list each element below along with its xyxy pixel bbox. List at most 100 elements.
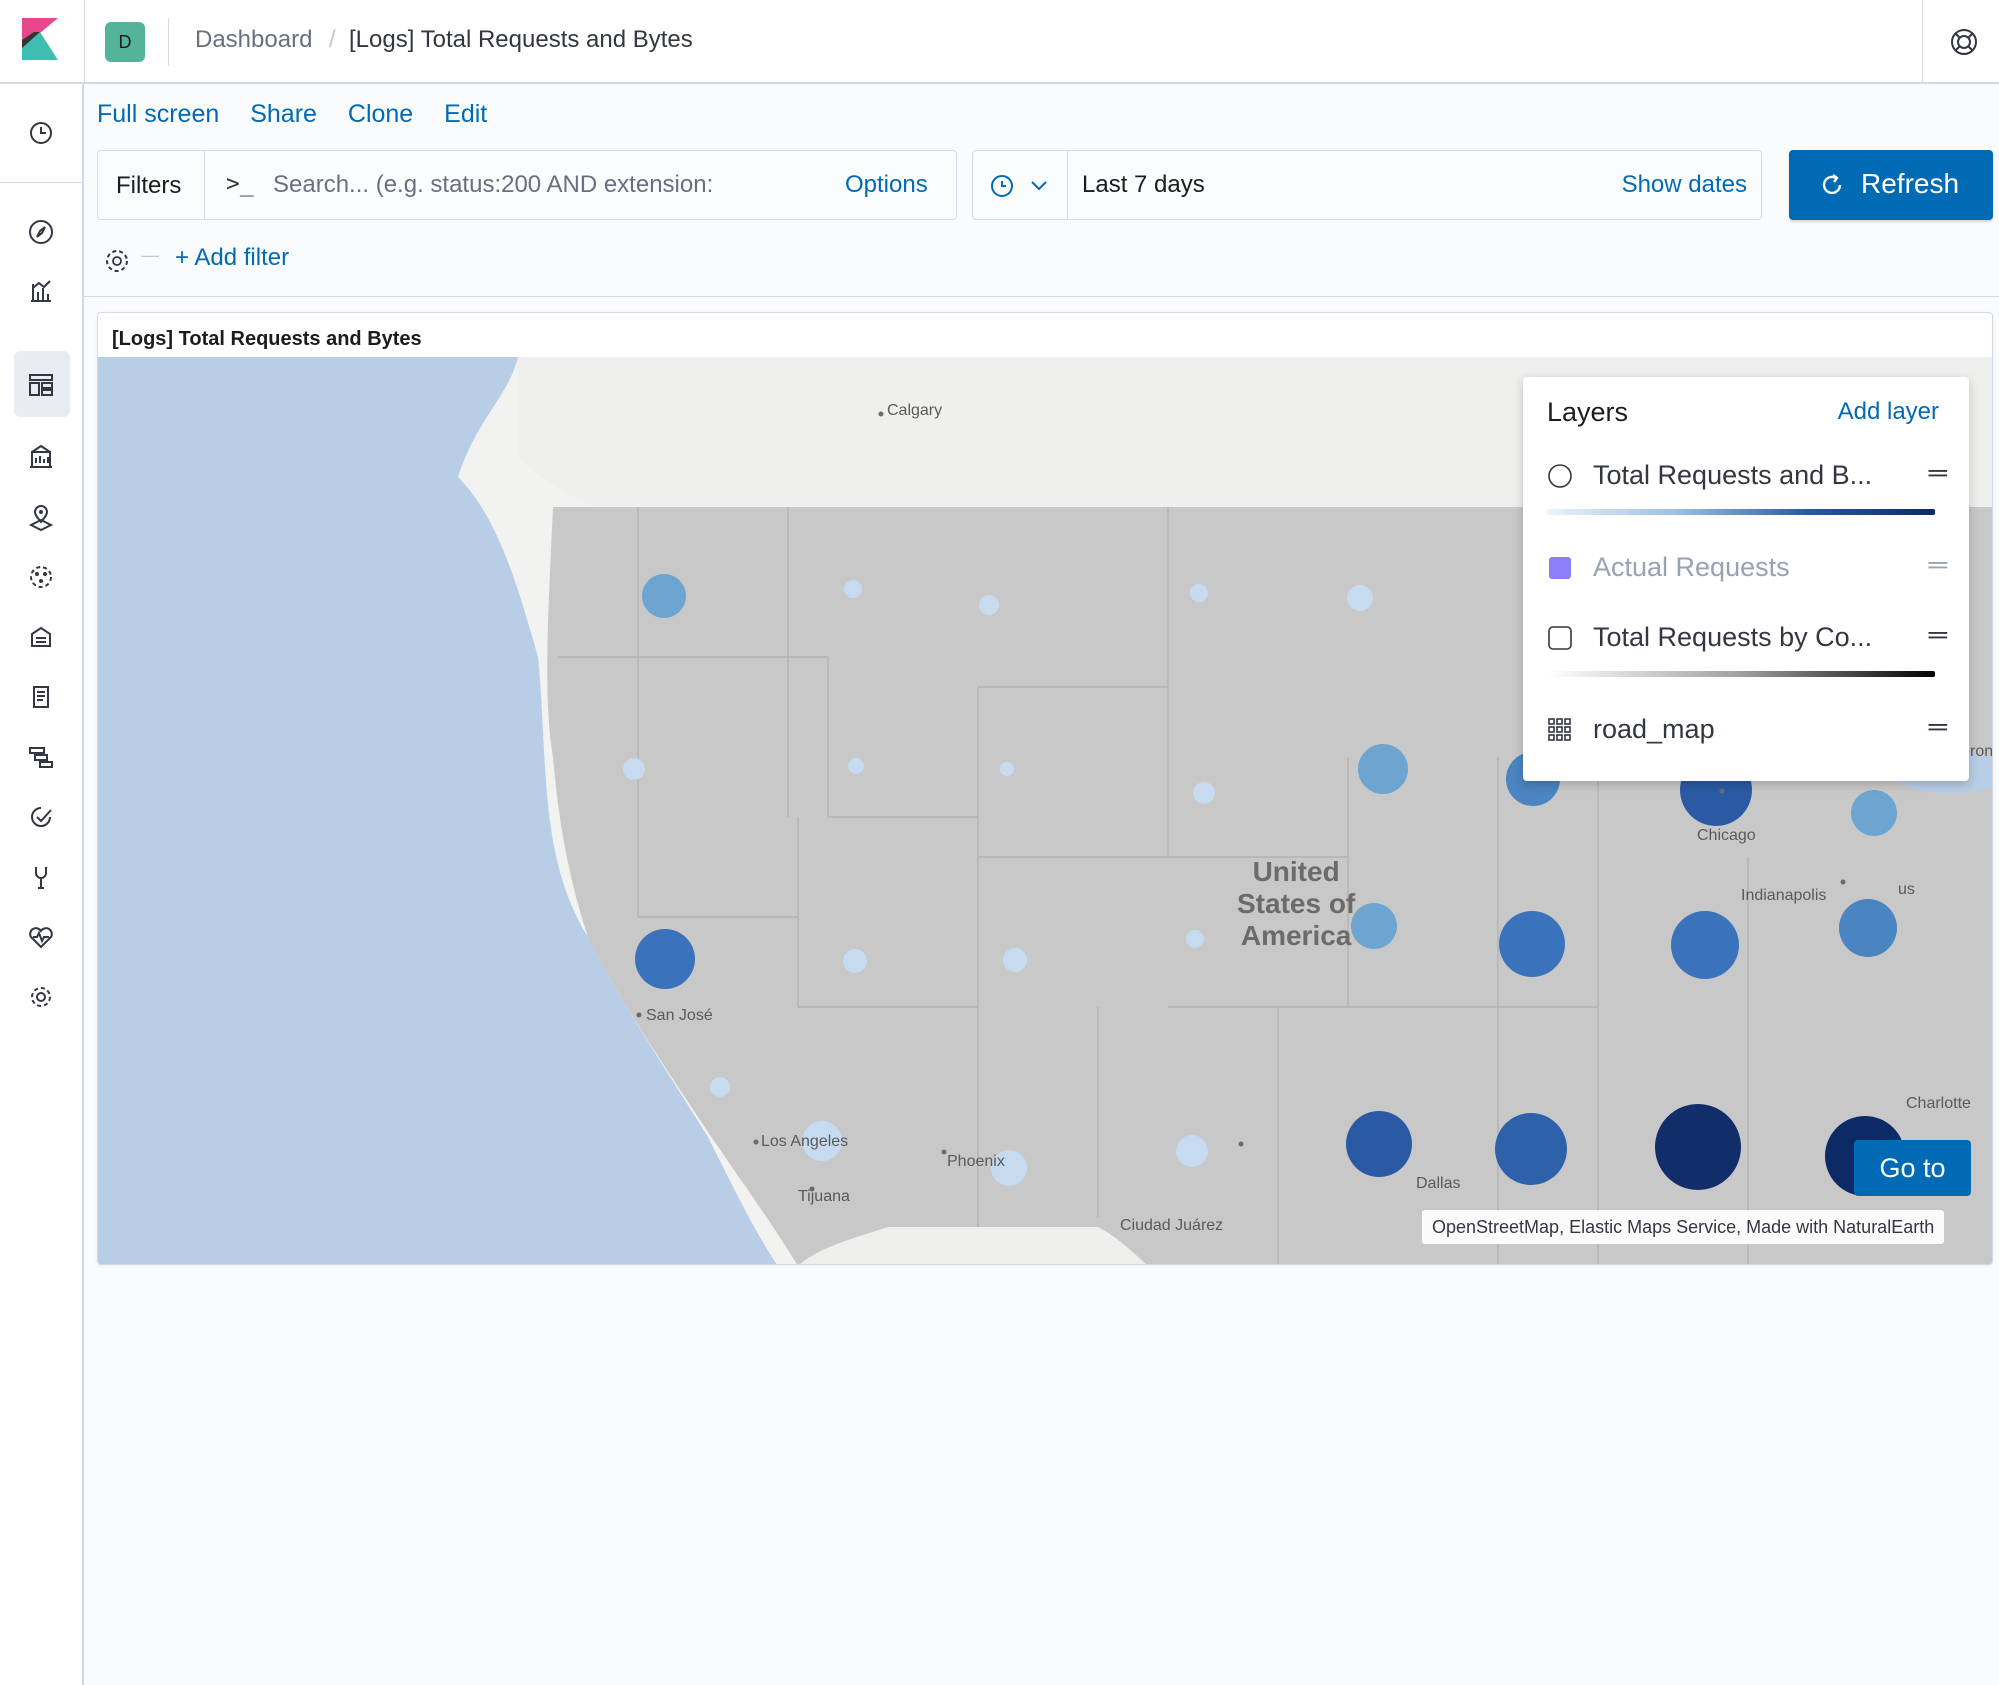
edit-link[interactable]: Edit: [444, 100, 488, 128]
bubble-san-jose: [635, 929, 695, 989]
help-lifebuoy-icon: [1951, 29, 1977, 55]
map-label-los-angeles: Los Angeles: [761, 1133, 849, 1150]
layer-item-actual-requests[interactable]: Actual Requests ═: [1547, 549, 1947, 589]
pacific-ocean: [98, 357, 777, 1264]
side-nav: [0, 84, 84, 1685]
bubble-detroit: [1851, 790, 1897, 836]
bubble-indiana: [1671, 911, 1739, 979]
dashboard-actions: Full screen Share Clone Edit: [97, 100, 511, 129]
recently-viewed[interactable]: [0, 84, 82, 183]
bubble-missouri: [1499, 911, 1565, 977]
chevron-down-icon: [1031, 181, 1047, 191]
bubble-kansas-west: [1186, 930, 1204, 948]
kibana-logo[interactable]: [0, 0, 85, 82]
help-menu[interactable]: [1922, 0, 1999, 82]
bubble-seattle: [642, 574, 686, 618]
grid-icon: [1548, 718, 1571, 741]
query-bar: Filters >_ Options: [97, 150, 957, 220]
drag-handle-icon[interactable]: ═: [1928, 711, 1947, 741]
visualize-chart-icon[interactable]: [24, 274, 58, 308]
layer-label: Total Requests by Co...: [1593, 622, 1873, 652]
dev-tools-icon[interactable]: [24, 860, 58, 894]
bubble-kansas-city: [1351, 903, 1397, 949]
goto-button[interactable]: Go to: [1854, 1140, 1971, 1196]
breadcrumb-separator: /: [329, 26, 336, 53]
square-swatch-icon: [1549, 557, 1571, 579]
map-label-dallas: Dallas: [1416, 1175, 1461, 1192]
drag-handle-icon[interactable]: ═: [1928, 457, 1947, 487]
layer-item-total-requests-and-bytes[interactable]: Total Requests and B... ═: [1547, 457, 1947, 497]
map-label-toronto-fragment: ront: [1970, 743, 1993, 760]
layer-color-ramp: [1547, 671, 1935, 677]
bubble-ohio: [1839, 899, 1897, 957]
filters-label[interactable]: Filters: [116, 172, 182, 199]
layers-title: Layers: [1547, 397, 1629, 427]
layer-item-road-map[interactable]: road_map ═: [1547, 711, 1947, 751]
filter-settings-gear-icon[interactable]: [102, 246, 132, 281]
add-filter-button[interactable]: + Add filter: [175, 244, 290, 271]
full-screen-link[interactable]: Full screen: [97, 100, 220, 128]
dashboard-icon[interactable]: [24, 368, 58, 402]
bubble-san-diego: [710, 1077, 730, 1097]
bubble-nebraska: [1193, 782, 1215, 804]
bubble-los-angeles: [802, 1121, 842, 1161]
time-picker: Last 7 days Show dates: [972, 150, 1762, 220]
clone-link[interactable]: Clone: [347, 100, 414, 128]
bubble-north-dakota: [1190, 584, 1208, 602]
city-dots: [636, 411, 1846, 1192]
query-prompt-icon: >_: [226, 171, 254, 197]
refresh-icon: [1822, 174, 1842, 195]
filter-separator: [84, 296, 1999, 297]
infrastructure-icon[interactable]: [24, 620, 58, 654]
monitoring-heartbeat-icon[interactable]: [24, 920, 58, 954]
layer-color-ramp: [1547, 509, 1935, 515]
canvas-icon[interactable]: [24, 440, 58, 474]
drag-handle-icon[interactable]: ═: [1928, 549, 1947, 579]
top-header: D Dashboard / [Logs] Total Requests and …: [0, 0, 1999, 84]
bubble-memphis: [1655, 1104, 1741, 1190]
bubble-phoenix: [991, 1150, 1027, 1186]
apm-icon[interactable]: [24, 740, 58, 774]
breadcrumb-dashboard[interactable]: Dashboard: [195, 26, 313, 53]
map-label-us-fragment: us: [1898, 881, 1915, 898]
bubble-montana: [844, 580, 862, 598]
map-attribution: OpenStreetMap, Elastic Maps Service, Mad…: [1422, 1210, 1945, 1244]
quick-menu-button[interactable]: [973, 151, 1068, 219]
bubble-minneapolis: [1358, 744, 1408, 794]
add-layer-button[interactable]: Add layer: [1837, 398, 1939, 425]
map-label-charlotte: Charlotte: [1906, 1095, 1971, 1112]
query-divider: [204, 151, 205, 219]
space-avatar[interactable]: D: [105, 22, 145, 62]
bubble-new-mexico: [1176, 1135, 1208, 1167]
drag-handle-icon[interactable]: ═: [1928, 619, 1947, 649]
square-outline-icon: [1548, 626, 1572, 650]
clock-icon: [24, 116, 58, 150]
filter-row-divider: —: [141, 245, 159, 265]
layer-item-total-requests-by-country[interactable]: Total Requests by Co... ═: [1547, 619, 1947, 659]
state-borders: [558, 507, 1749, 1264]
map-label-ciudad-juarez: Ciudad Juárez: [1120, 1217, 1224, 1234]
options-button[interactable]: Options: [845, 171, 928, 198]
bubble-colorado: [1003, 948, 1027, 972]
management-gear-icon[interactable]: [24, 980, 58, 1014]
layer-label: Actual Requests: [1593, 552, 1790, 582]
circle-outline-icon: [1548, 464, 1572, 488]
share-link[interactable]: Share: [250, 100, 317, 128]
map-label-phoenix: Phoenix: [947, 1153, 1005, 1170]
map-label-indianapolis: Indianapolis: [1741, 887, 1827, 904]
search-input[interactable]: [273, 167, 713, 203]
machine-learning-icon[interactable]: [24, 560, 58, 594]
discover-compass-icon[interactable]: [24, 215, 58, 249]
map-label-calgary: Calgary: [887, 402, 943, 419]
maps-pin-icon[interactable]: [24, 501, 58, 535]
show-dates-button[interactable]: Show dates: [1621, 171, 1747, 198]
time-range-label[interactable]: Last 7 days: [1082, 171, 1205, 198]
map-panel: [Logs] Total Requests and Bytes: [97, 312, 1993, 1265]
uptime-icon[interactable]: [24, 800, 58, 834]
refresh-button[interactable]: Refresh: [1789, 150, 1993, 220]
bubble-wyoming-west: [848, 758, 864, 774]
map-label-tijuana: Tijuana: [798, 1188, 850, 1205]
logs-icon[interactable]: [24, 680, 58, 714]
bubble-montana-east: [979, 595, 999, 615]
layer-label: road_map: [1593, 714, 1715, 744]
